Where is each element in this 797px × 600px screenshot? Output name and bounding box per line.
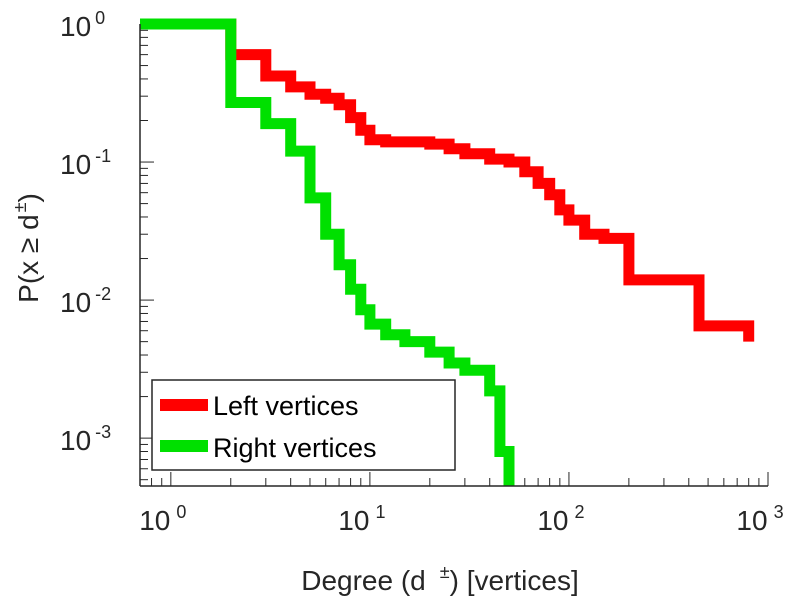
y-tick-label: 10 -1: [60, 146, 111, 180]
legend-label-left: Left vertices: [213, 391, 359, 421]
series-line-right-vertices: [140, 18, 515, 486]
y-axis-label-prefix: P(x ≥ d: [13, 214, 44, 303]
y-axis-label-suffix: ): [13, 193, 44, 202]
axes-frame: [139, 24, 768, 487]
y-axis-label-sup: ±: [10, 202, 30, 212]
series-line-left-vertices: [140, 18, 755, 342]
grid-minor-layer: [139, 23, 769, 486]
series-layer: [140, 18, 755, 486]
x-tick-label: 10 0: [139, 502, 186, 536]
x-axis-label-suffix: ) [vertices]: [450, 565, 579, 596]
x-tick-label: 10 1: [338, 502, 385, 536]
y-tick-label: 10 -3: [60, 422, 111, 456]
legend: Left vertices Right vertices: [151, 379, 456, 471]
x-axis-label-sup: ±: [440, 562, 450, 582]
y-tick-label: 10 0: [60, 8, 105, 42]
x-axis-label-prefix: Degree (d: [301, 565, 426, 596]
x-tick-labels: 10 0 10 1 10 2 10 3: [139, 502, 783, 536]
x-tick-label: 10 2: [537, 502, 584, 536]
x-axis-label: Degree (d ±) [vertices]: [301, 562, 579, 596]
legend-box: [151, 379, 456, 471]
y-axis-label: P(x ≥ d ±): [10, 193, 44, 303]
legend-label-right: Right vertices: [213, 433, 377, 463]
y-tick-label: 10 -2: [60, 284, 111, 318]
x-tick-label: 10 3: [736, 502, 783, 536]
